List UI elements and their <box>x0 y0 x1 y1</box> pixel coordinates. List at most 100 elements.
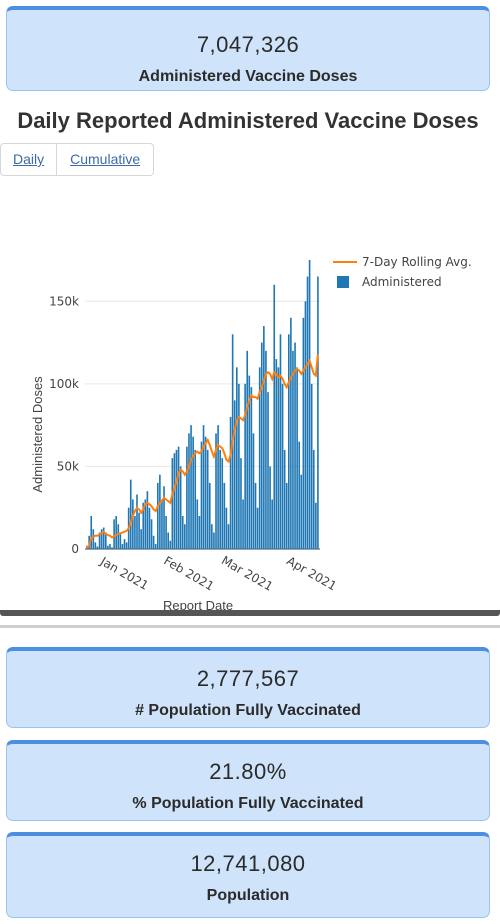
bar <box>111 547 113 549</box>
fully-vaccinated-value: 2,777,567 <box>196 666 300 691</box>
bar <box>204 436 207 549</box>
bar <box>154 544 157 549</box>
bar <box>129 479 132 549</box>
bar <box>196 499 199 549</box>
daily-doses-chart: 0 50k 100k 150k Jan 2021 Feb 2021 Mar 2021 Apr… <box>30 255 472 613</box>
chart-legend: 7-Day Rolling Avg. Administered <box>333 255 472 289</box>
bar <box>186 446 188 549</box>
bar <box>136 494 138 549</box>
bar <box>163 486 165 549</box>
bar <box>223 482 226 549</box>
bar <box>175 449 178 549</box>
chart-mode-tabs: Daily Cumulative <box>0 143 155 176</box>
population-label: Population <box>206 887 290 904</box>
bar <box>206 449 209 549</box>
chart-panel-border <box>0 610 500 616</box>
bar <box>198 515 201 549</box>
bar <box>94 542 97 549</box>
x-tick-label: Apr 2021 <box>284 554 339 594</box>
bar <box>190 425 192 549</box>
pct-fully-vaccinated-value: 21.80% <box>209 759 287 784</box>
y-tick-label: 50k <box>57 459 79 473</box>
bar <box>267 392 269 549</box>
y-tick-label: 0 <box>71 542 79 556</box>
bar <box>317 276 319 549</box>
tab-cumulative[interactable]: Cumulative <box>56 144 153 175</box>
x-tick-label: Jan 2021 <box>97 554 151 593</box>
bar <box>215 433 217 549</box>
bar <box>229 416 232 549</box>
bar <box>165 515 167 549</box>
bar <box>148 507 151 549</box>
bar <box>287 334 290 549</box>
bar <box>208 482 211 549</box>
bar <box>188 433 190 549</box>
bar <box>296 367 298 549</box>
bar <box>161 499 163 549</box>
bar <box>273 284 276 549</box>
y-tick-label: 100k <box>49 377 79 391</box>
bar <box>140 529 142 549</box>
bar <box>260 342 263 549</box>
bar <box>142 502 145 549</box>
y-tick-label: 150k <box>49 294 79 308</box>
bar <box>256 507 259 549</box>
bar <box>113 519 115 549</box>
bar <box>213 532 215 549</box>
bar <box>123 539 126 549</box>
bar <box>181 515 184 549</box>
fully-vaccinated-label: # Population Fully Vaccinated <box>135 702 361 719</box>
bar <box>271 499 273 549</box>
bar <box>217 425 219 549</box>
bar <box>102 527 105 549</box>
bar <box>258 367 261 549</box>
bar <box>279 334 282 549</box>
bar <box>156 482 159 549</box>
bar-series-administered <box>86 260 319 549</box>
pct-fully-vaccinated-card: 21.80% % Population Fully Vaccinated <box>6 740 490 821</box>
bar <box>246 350 249 549</box>
bar <box>315 502 317 549</box>
bar <box>252 433 255 549</box>
tab-daily[interactable]: Daily <box>13 151 45 167</box>
bar <box>277 367 280 549</box>
bar <box>152 535 155 549</box>
bar <box>167 532 169 549</box>
bar <box>98 532 101 549</box>
bar <box>115 515 118 549</box>
x-axis-label: Report Date <box>163 598 233 613</box>
rolling-average-line <box>86 354 319 549</box>
administered-doses-value: 7,047,326 <box>196 32 300 57</box>
bar <box>96 546 99 549</box>
administered-doses-label: Administered Vaccine Doses <box>138 68 358 85</box>
bar <box>169 540 172 549</box>
bar <box>109 544 111 549</box>
bar <box>173 453 176 549</box>
bar <box>283 449 286 549</box>
bar <box>100 529 103 549</box>
bar <box>119 532 122 549</box>
bar <box>244 383 246 549</box>
x-tick-label: Mar 2021 <box>219 553 275 594</box>
bar <box>144 499 147 549</box>
bar <box>304 301 307 549</box>
bar <box>200 441 203 549</box>
bar <box>121 544 124 549</box>
bar <box>294 342 296 549</box>
bar <box>250 387 253 549</box>
y-axis-label: Administered Doses <box>30 376 45 493</box>
bar <box>219 449 221 549</box>
x-axis-ticks: Jan 2021 Feb 2021 Mar 2021 Apr 2021 <box>97 553 339 594</box>
bar <box>242 499 244 549</box>
bar <box>117 524 120 549</box>
bar <box>236 367 238 549</box>
bar <box>227 524 230 549</box>
bar <box>184 524 186 549</box>
bar <box>104 532 107 549</box>
bar <box>312 449 315 549</box>
chart-title: Daily Reported Administered Vaccine Dose… <box>17 108 479 133</box>
bar <box>285 482 288 549</box>
bar <box>265 350 267 549</box>
bar <box>202 425 205 549</box>
bar <box>225 507 228 549</box>
